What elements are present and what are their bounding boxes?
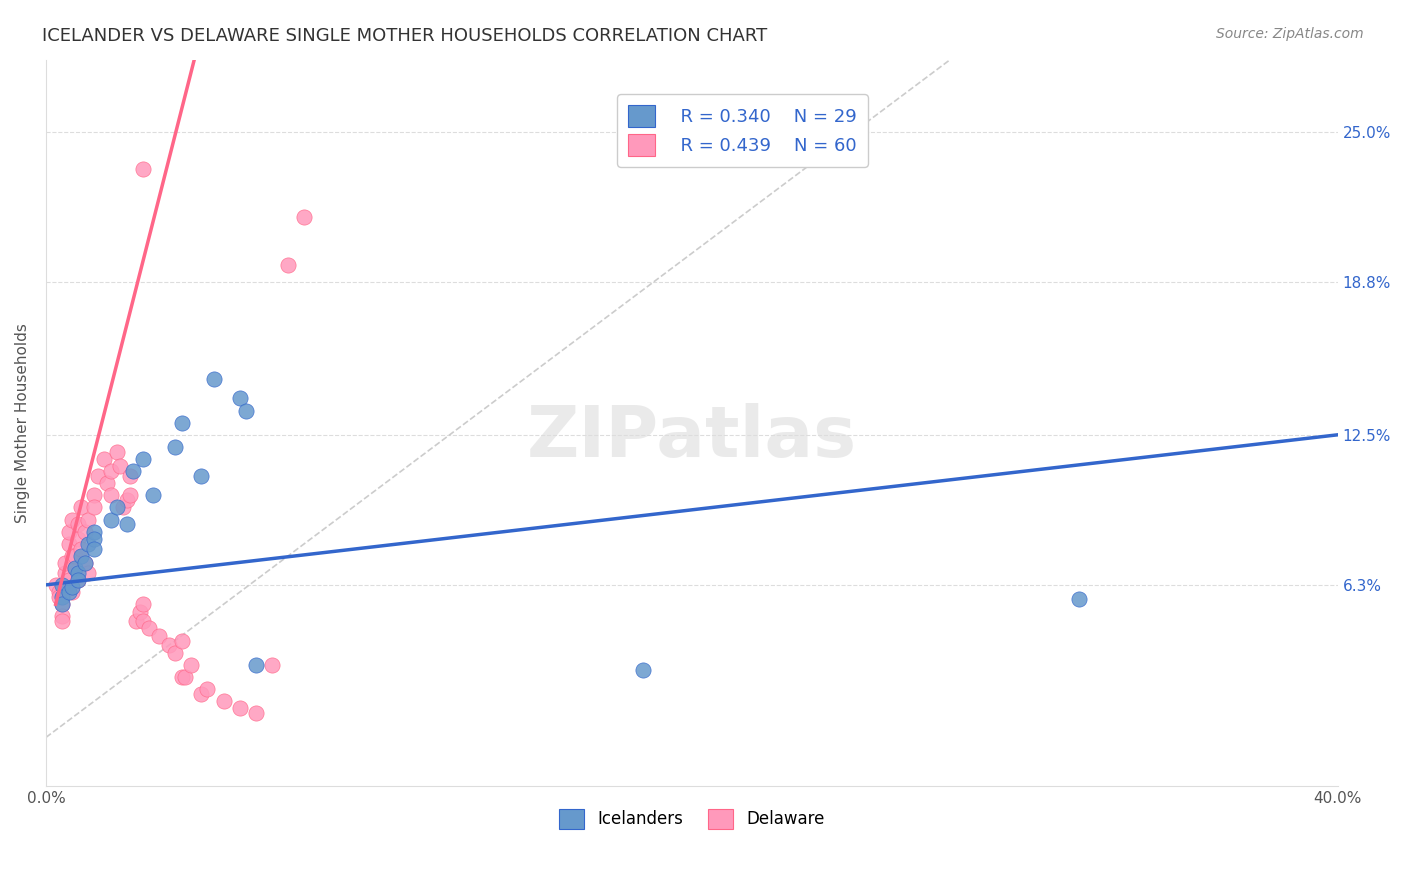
Point xyxy=(212,694,235,708)
Point xyxy=(83,532,105,546)
Point xyxy=(70,500,93,515)
Point xyxy=(70,541,93,556)
Point xyxy=(51,597,73,611)
Point xyxy=(51,590,73,604)
Point xyxy=(51,578,73,592)
Point xyxy=(67,566,90,580)
Point xyxy=(122,464,145,478)
Point xyxy=(63,561,86,575)
Point xyxy=(67,573,90,587)
Point xyxy=(165,440,187,454)
Point xyxy=(60,585,83,599)
Point xyxy=(67,532,90,546)
Point xyxy=(53,556,76,570)
Point xyxy=(229,701,252,715)
Point xyxy=(125,614,148,628)
Point xyxy=(170,633,193,648)
Point xyxy=(115,517,138,532)
Text: ZIPatlas: ZIPatlas xyxy=(527,402,856,472)
Point xyxy=(83,524,105,539)
Point xyxy=(60,580,83,594)
Point xyxy=(77,512,100,526)
Point xyxy=(51,597,73,611)
Point xyxy=(60,549,83,563)
Point xyxy=(63,561,86,575)
Point xyxy=(132,597,155,611)
Point xyxy=(63,549,86,563)
Point xyxy=(173,670,195,684)
Point xyxy=(190,469,212,483)
Point xyxy=(141,488,163,502)
Point xyxy=(633,663,655,677)
Point xyxy=(245,706,267,721)
Point xyxy=(70,549,93,563)
Point xyxy=(67,517,90,532)
Point xyxy=(132,161,155,176)
Point xyxy=(83,488,105,502)
Point xyxy=(118,488,141,502)
Point xyxy=(96,476,118,491)
Point xyxy=(190,687,212,701)
Point xyxy=(83,500,105,515)
Point xyxy=(170,670,193,684)
Text: ICELANDER VS DELAWARE SINGLE MOTHER HOUSEHOLDS CORRELATION CHART: ICELANDER VS DELAWARE SINGLE MOTHER HOUS… xyxy=(42,27,768,45)
Point xyxy=(58,537,80,551)
Y-axis label: Single Mother Households: Single Mother Households xyxy=(15,323,30,523)
Point xyxy=(277,258,299,272)
Point xyxy=(132,452,155,467)
Point xyxy=(235,403,257,417)
Point xyxy=(245,657,267,672)
Point xyxy=(86,469,108,483)
Point xyxy=(148,629,170,643)
Point xyxy=(53,580,76,594)
Point xyxy=(118,469,141,483)
Point xyxy=(93,452,115,467)
Point xyxy=(67,573,90,587)
Point xyxy=(100,512,122,526)
Point xyxy=(58,573,80,587)
Point xyxy=(105,444,128,458)
Point xyxy=(202,372,225,386)
Point xyxy=(73,524,96,539)
Point xyxy=(170,416,193,430)
Point xyxy=(138,622,160,636)
Point xyxy=(260,657,283,672)
Point xyxy=(83,541,105,556)
Point xyxy=(45,578,67,592)
Point xyxy=(51,609,73,624)
Point xyxy=(73,556,96,570)
Point xyxy=(132,614,155,628)
Point xyxy=(48,590,70,604)
Point xyxy=(58,524,80,539)
Point xyxy=(73,556,96,570)
Point xyxy=(100,464,122,478)
Point xyxy=(115,493,138,508)
Point xyxy=(110,459,132,474)
Point xyxy=(51,614,73,628)
Point xyxy=(197,681,219,696)
Point xyxy=(105,500,128,515)
Point xyxy=(229,392,252,406)
Point xyxy=(165,646,187,660)
Point xyxy=(292,210,315,224)
Point xyxy=(100,488,122,502)
Point xyxy=(58,585,80,599)
Point xyxy=(128,605,150,619)
Point xyxy=(53,566,76,580)
Text: Source: ZipAtlas.com: Source: ZipAtlas.com xyxy=(1216,27,1364,41)
Point xyxy=(180,657,202,672)
Point xyxy=(157,639,180,653)
Point xyxy=(77,537,100,551)
Point xyxy=(1069,592,1091,607)
Point xyxy=(60,512,83,526)
Legend: Icelanders, Delaware: Icelanders, Delaware xyxy=(553,802,831,836)
Point xyxy=(77,566,100,580)
Point xyxy=(48,585,70,599)
Point xyxy=(112,500,135,515)
